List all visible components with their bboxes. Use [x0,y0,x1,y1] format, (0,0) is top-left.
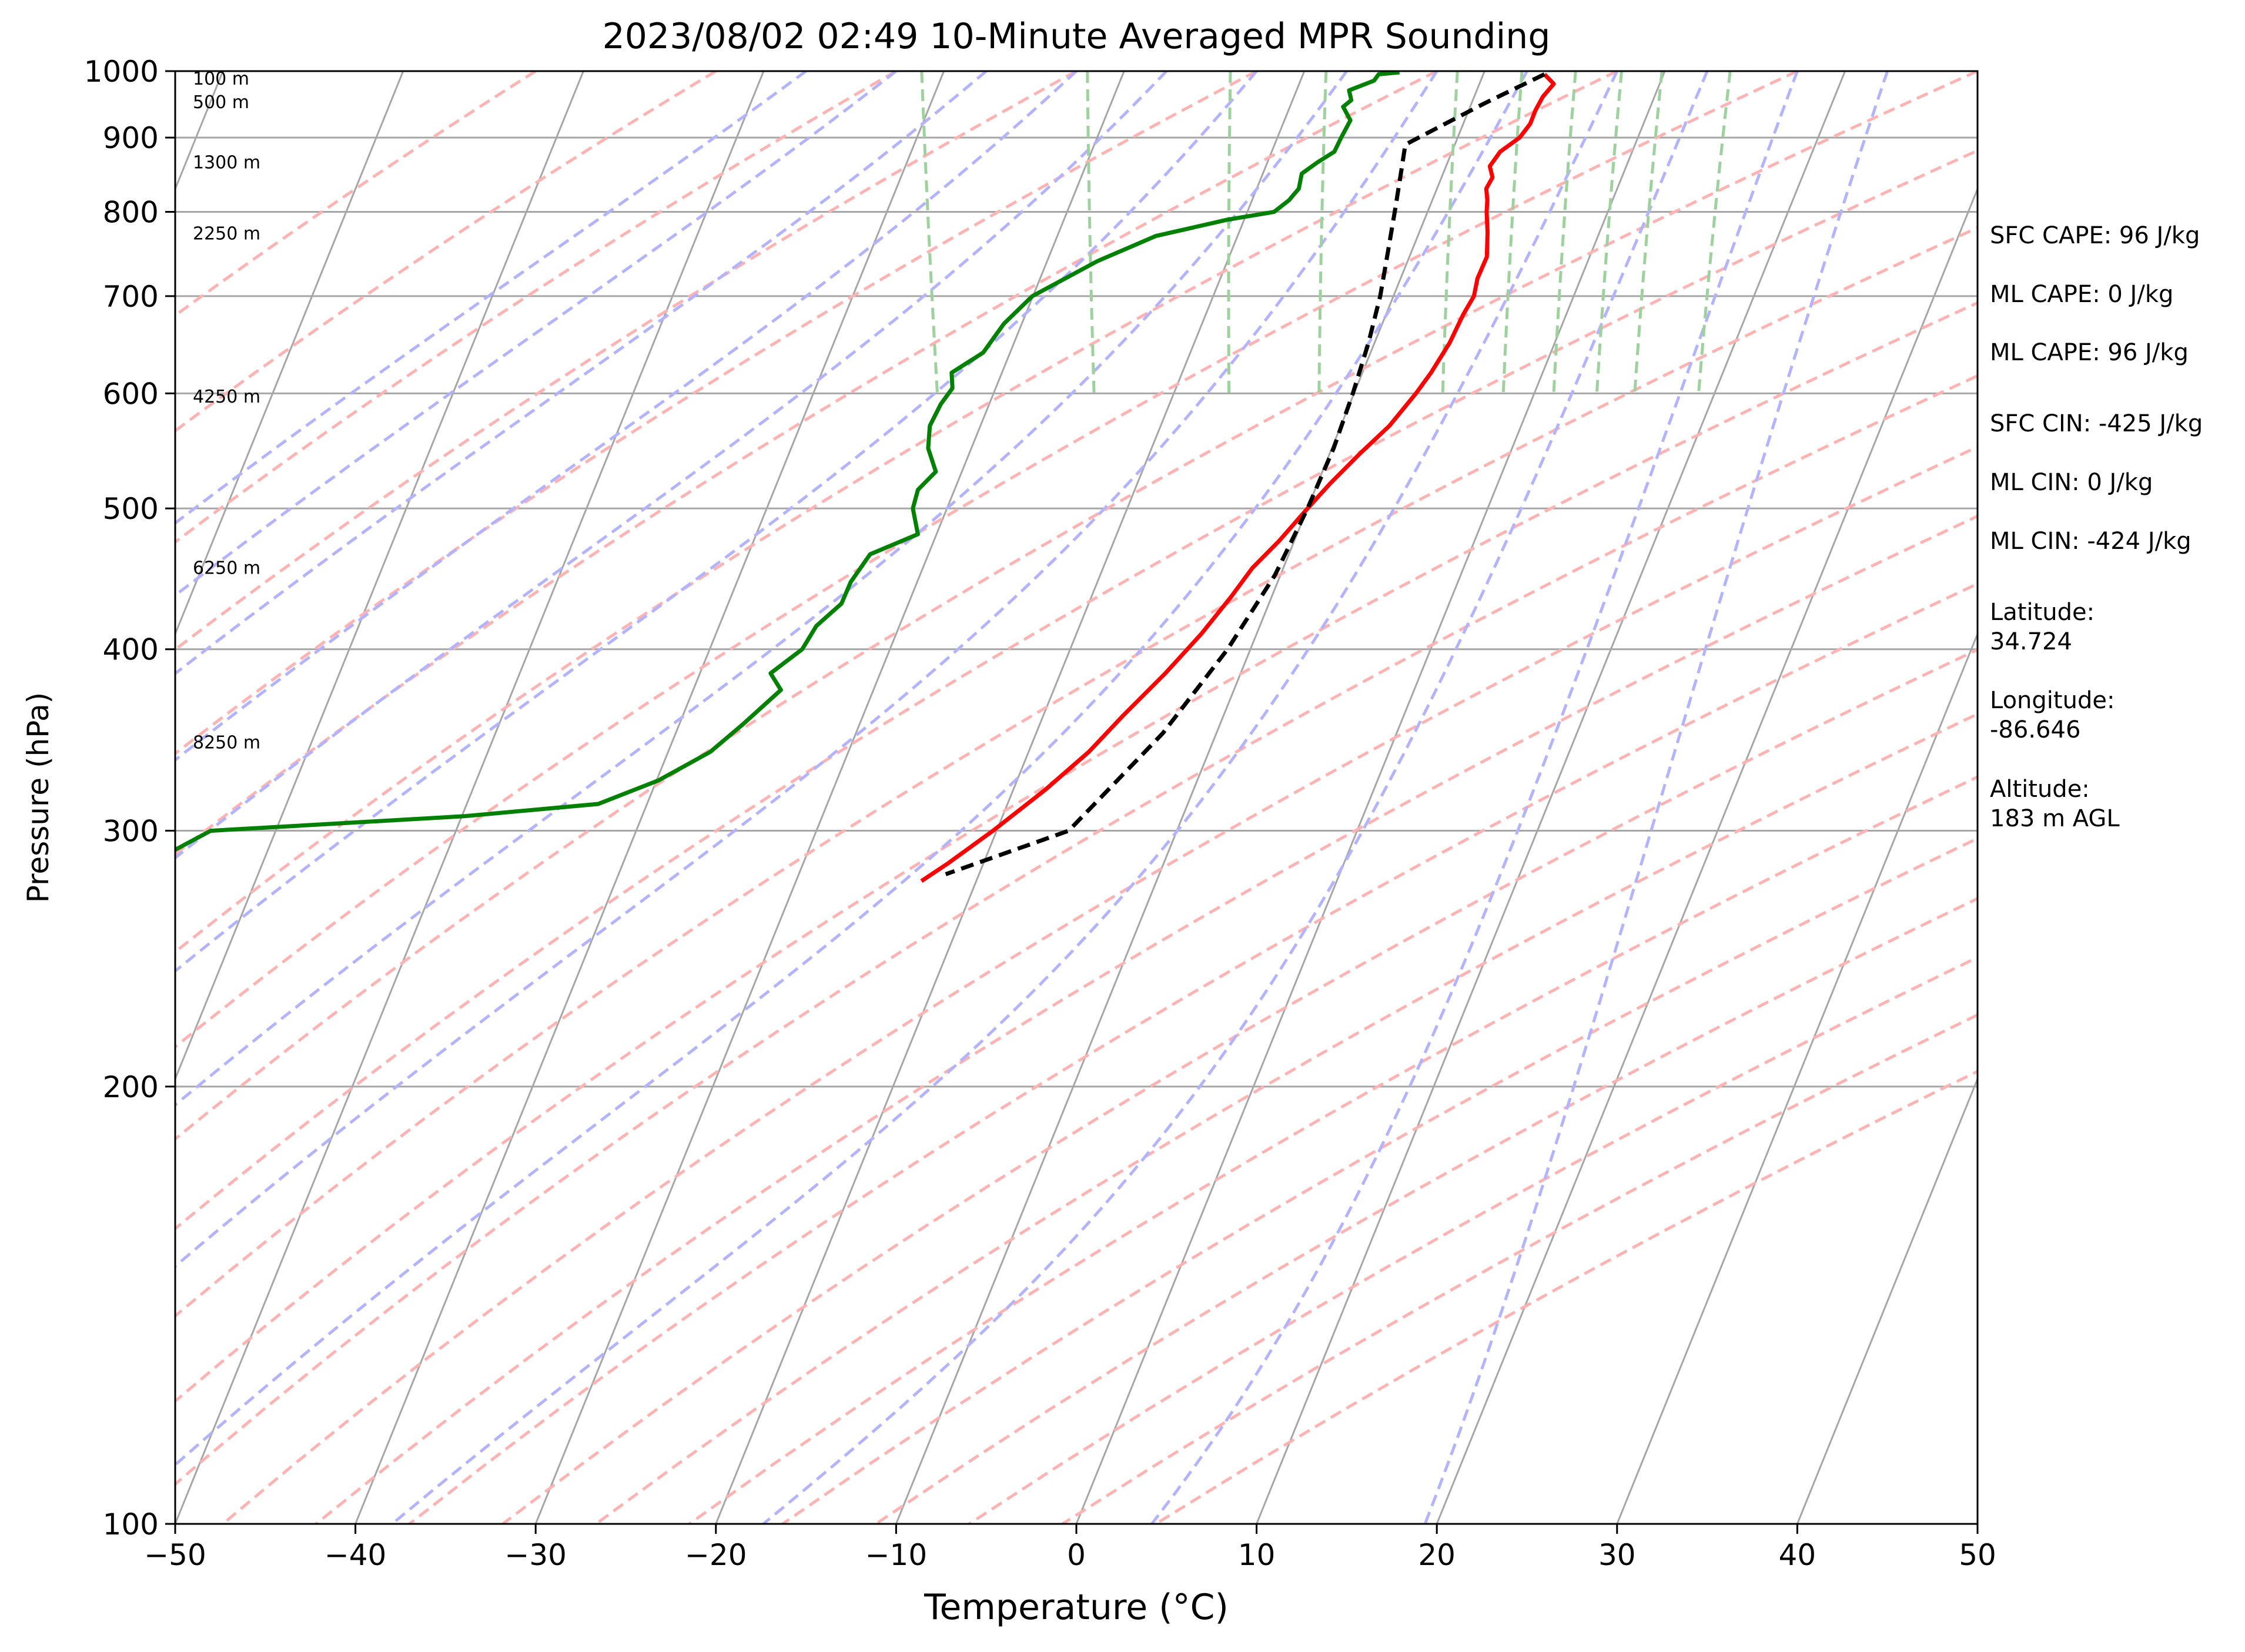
y-tick-label: 300 [103,815,159,849]
height-label: 1300 m [193,153,260,173]
y-tick-label: 200 [103,1070,159,1104]
x-tick-label: −20 [685,1538,747,1572]
longitude-label: Longitude: [1990,687,2114,714]
height-label: 4250 m [193,387,260,407]
x-tick-label: 0 [1067,1538,1086,1572]
chart-title: 2023/08/02 02:49 10-Minute Averaged MPR … [603,16,1551,57]
y-tick-label: 700 [103,280,159,314]
longitude-value: -86.646 [1990,716,2080,743]
height-label: 2250 m [193,223,260,244]
ml-cape-text-2: ML CAPE: 96 J/kg [1990,339,2189,366]
sfc-cape-text: SFC CAPE: 96 J/kg [1990,222,2200,249]
height-label: 8250 m [193,733,260,753]
ml-cin-text-2: ML CIN: -424 J/kg [1990,528,2192,555]
ml-cin-text: ML CIN: 0 J/kg [1990,469,2153,496]
x-tick-label: 40 [1779,1538,1816,1572]
height-label: 100 m [193,69,249,89]
altitude-label: Altitude: [1990,776,2090,803]
x-axis-label: Temperature (°C) [924,1587,1229,1628]
x-tick-label: 20 [1418,1538,1456,1572]
x-tick-label: −10 [865,1538,928,1572]
y-tick-label: 400 [103,633,159,667]
y-tick-label: 800 [103,196,159,230]
x-tick-label: 10 [1238,1538,1276,1572]
latitude-label: Latitude: [1990,599,2095,626]
x-tick-label: −30 [504,1538,567,1572]
y-tick-label: 500 [103,492,159,526]
x-tick-label: 30 [1598,1538,1636,1572]
height-label: 500 m [193,92,249,113]
height-label: 6250 m [193,558,260,578]
sfc-cin-text: SFC CIN: -425 J/kg [1990,410,2203,437]
y-tick-label: 100 [103,1507,159,1542]
x-tick-label: 50 [1959,1538,1996,1572]
ml-cape-text: ML CAPE: 0 J/kg [1990,281,2173,308]
y-tick-label: 1000 [84,55,159,89]
latitude-value: 34.724 [1990,628,2072,655]
altitude-value: 183 m AGL [1990,805,2120,832]
y-tick-label: 600 [103,377,159,411]
x-tick-label: −50 [144,1538,206,1572]
y-axis-label: Pressure (hPa) [21,692,55,903]
y-tick-label: 900 [103,121,159,155]
x-tick-label: −40 [324,1538,387,1572]
